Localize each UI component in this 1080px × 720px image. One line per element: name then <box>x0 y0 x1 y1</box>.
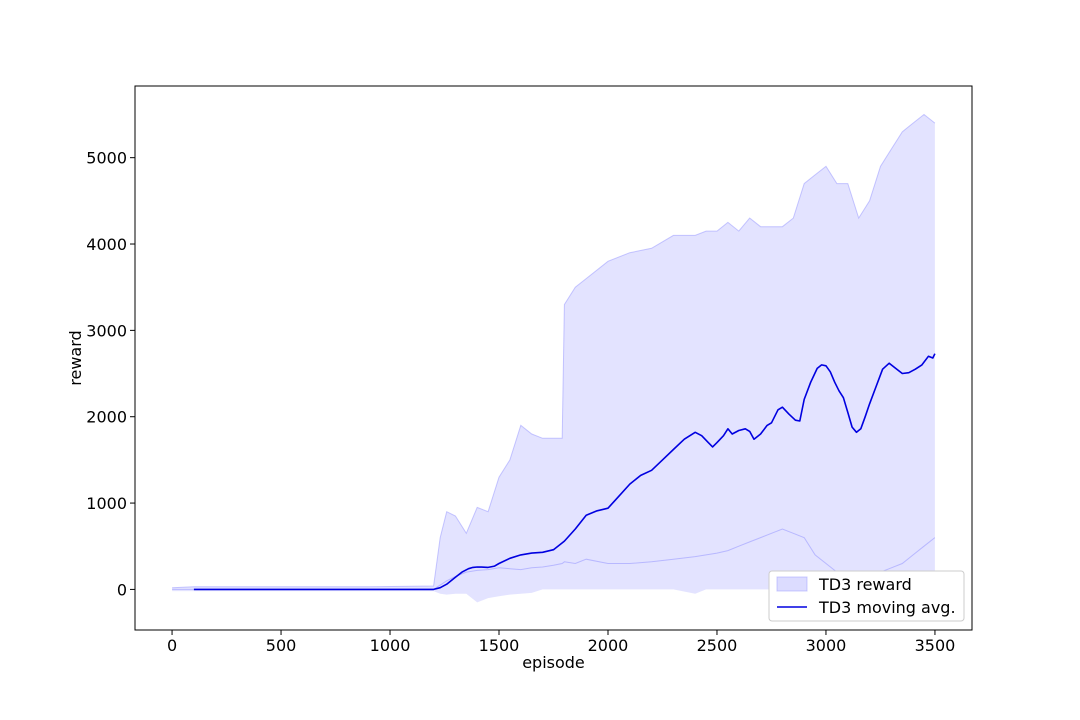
moving-avg-line <box>193 353 936 591</box>
x-tick-label: 3000 <box>806 636 847 655</box>
y-tick-label: 5000 <box>86 149 127 168</box>
plot-frame <box>134 85 973 631</box>
x-tick-label: 500 <box>266 636 297 655</box>
x-tick-label: 2000 <box>588 636 629 655</box>
y-tick-label: 3000 <box>86 321 127 340</box>
y-tick-label: 1000 <box>86 494 127 513</box>
y-tick-label: 0 <box>117 580 127 599</box>
x-ticks: 0 500 1000 1500 2000 2500 3000 3500 <box>167 630 955 655</box>
y-axis-label: reward <box>66 330 85 385</box>
legend-label-band: TD3 reward <box>818 575 912 594</box>
x-tick-label: 3500 <box>915 636 956 655</box>
reward-band <box>172 114 935 603</box>
x-tick-label: 1000 <box>370 636 411 655</box>
legend-box <box>768 570 965 622</box>
x-tick-label: 1500 <box>479 636 520 655</box>
x-tick-label: 2500 <box>697 636 738 655</box>
y-tick-label: 4000 <box>86 235 127 254</box>
x-tick-label: 0 <box>167 636 177 655</box>
reward-band-upper <box>172 113 936 589</box>
legend-label-line: TD3 moving avg. <box>818 598 956 617</box>
moving-avg-layer <box>193 353 936 591</box>
x-axis-label: episode <box>522 653 585 672</box>
reward-band-layer <box>172 113 936 603</box>
legend: TD3 reward TD3 moving avg. <box>768 570 965 622</box>
y-ticks: 0 1000 2000 3000 4000 5000 <box>86 149 135 599</box>
legend-swatch-band <box>776 576 808 592</box>
y-tick-label: 2000 <box>86 408 127 427</box>
